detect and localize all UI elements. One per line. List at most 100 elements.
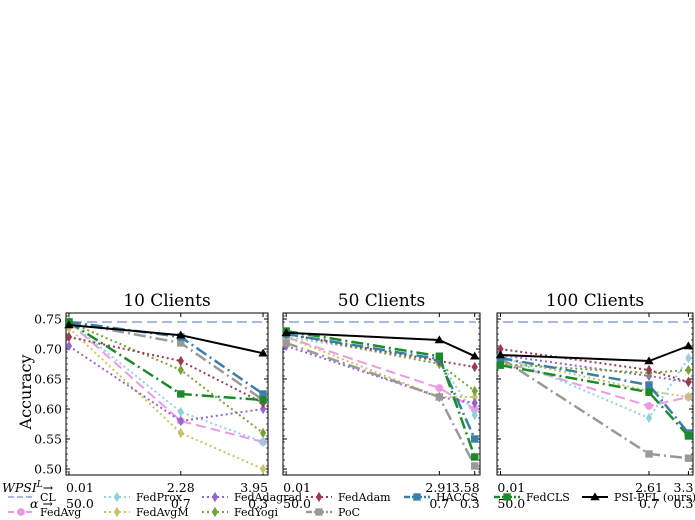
data-point-fedadagrad — [177, 415, 184, 427]
series-line-fedadam — [68, 336, 264, 404]
data-point-fedcls — [496, 361, 505, 369]
series-line-psi-pfl-ours — [500, 345, 689, 362]
legend-marker — [503, 493, 511, 501]
series-line-haccs — [500, 356, 690, 434]
panel-title: 50 Clients — [338, 291, 425, 311]
legend-marker — [211, 506, 219, 518]
legend-item-fedprox: FedProx — [104, 491, 183, 504]
legend-label: FedCLS — [526, 491, 570, 504]
plot-frame — [65, 312, 269, 476]
legend-item-fedadam: FedAdam — [306, 491, 391, 504]
x-tick-label-wpsi: 0.01 — [497, 480, 525, 495]
data-point-fedprox — [471, 409, 478, 421]
wpsi-row-label: WPSIL→ — [2, 480, 54, 495]
wpsi-arrow: → — [43, 480, 54, 495]
data-point-poc — [684, 454, 693, 462]
data-point-fedprox — [177, 406, 184, 418]
data-point-fedyogi — [259, 427, 267, 439]
x-tick-label-alpha: 50.0 — [283, 496, 311, 511]
legend-label: FedAdagrad — [234, 491, 302, 504]
series-line-fedavg — [68, 321, 264, 443]
legend-marker — [315, 508, 323, 516]
data-point-psi-pfl-ours — [469, 351, 480, 360]
y-tick-label: 0.75 — [34, 312, 62, 327]
data-point-fedcls — [259, 396, 267, 404]
legend-item-psi-pfl-ours: PSI-PFL (ours) — [582, 491, 695, 504]
legend-marker — [113, 506, 121, 518]
x-tick-label-wpsi: 0.01 — [66, 480, 94, 495]
panel-title: 100 Clients — [546, 291, 644, 311]
data-point-fedprox — [685, 352, 692, 364]
legend-label: CL — [40, 491, 56, 504]
legend-item-fedavgm: FedAvgM — [104, 506, 189, 519]
x-tick-label-alpha: 0.3 — [248, 496, 268, 511]
data-point-haccs — [471, 435, 479, 443]
data-point-poc — [282, 339, 290, 347]
legend-item-poc: PoC — [306, 506, 360, 519]
data-point-fedadagrad — [471, 397, 478, 409]
y-tick-label: 0.70 — [34, 342, 62, 357]
data-point-psi-pfl-ours — [644, 356, 654, 365]
legend-item-fedadagrad: FedAdagrad — [202, 491, 302, 504]
data-point-fedadam — [685, 376, 692, 388]
data-point-psi-pfl-ours — [64, 320, 74, 329]
legend-item-haccs: HACCS — [404, 491, 478, 504]
data-point-psi-pfl-ours — [281, 328, 291, 337]
legend-label: FedAdam — [338, 491, 391, 504]
x-tick-label-wpsi: 2.91 — [425, 480, 453, 495]
data-point-psi-pfl-ours — [258, 348, 268, 357]
data-point-poc — [645, 450, 653, 458]
legend-marker — [113, 491, 121, 503]
x-tick-label-wpsi: 0.01 — [283, 480, 311, 495]
x-tick-label-alpha: 0.3 — [674, 496, 694, 511]
data-point-fedyogi — [471, 385, 478, 397]
x-tick-label-alpha: 0.7 — [429, 496, 449, 511]
data-point-fedyogi — [685, 364, 692, 376]
legend-marker — [590, 492, 600, 501]
data-point-psi-pfl-ours — [434, 335, 445, 344]
data-point-poc — [471, 462, 479, 470]
data-point-fedprox — [645, 412, 653, 424]
data-point-fedyogi — [177, 364, 184, 376]
wpsi-superscript: L — [36, 480, 43, 490]
data-point-fedadam — [471, 361, 478, 373]
data-point-fedavgm — [259, 463, 267, 475]
legend-label: FedAvgM — [136, 506, 189, 519]
x-tick-label-wpsi: 2.28 — [167, 480, 195, 495]
data-point-fedadam — [645, 364, 653, 376]
legend-marker — [315, 491, 323, 503]
data-point-fedadagrad — [259, 403, 267, 415]
series-line-fedprox — [68, 321, 264, 443]
wpsi-symbol: WPSI — [2, 480, 38, 495]
legend-item-fedcls: FedCLS — [494, 491, 570, 504]
legend-item-cl: CL — [8, 491, 56, 504]
chart-panels: 10 Clients0.500.550.600.650.700.750.0150… — [34, 291, 694, 511]
legend-label: PoC — [338, 506, 360, 519]
x-tick-label-alpha: 0.7 — [171, 496, 191, 511]
y-tick-label: 0.65 — [34, 372, 62, 387]
x-tick-label-wpsi: 2.61 — [635, 480, 663, 495]
series-line-fedyogi — [68, 321, 264, 434]
series-line-poc — [285, 341, 476, 467]
data-point-psi-pfl-ours — [683, 341, 694, 350]
series-line-fedavgm — [68, 327, 264, 470]
data-point-psi-pfl-ours — [176, 330, 186, 339]
legend-label: FedAvg — [40, 506, 81, 519]
data-point-fedprox — [259, 436, 267, 448]
y-tick-label: 0.60 — [34, 402, 62, 417]
data-point-fedavg — [435, 384, 444, 392]
series-line-fedyogi — [500, 363, 689, 374]
panel-title: 10 Clients — [123, 291, 210, 311]
x-tick-label-wpsi: 3.3 — [674, 480, 694, 495]
x-tick-label-alpha: 0.3 — [460, 496, 480, 511]
legend-marker — [17, 508, 25, 516]
legend-item-fedavg: FedAvg — [8, 506, 81, 519]
data-point-fedavg — [645, 402, 653, 410]
data-point-fedavgm — [685, 391, 692, 403]
data-point-fedcls — [177, 390, 185, 398]
legend-marker — [211, 491, 219, 503]
data-point-fedcls — [684, 432, 693, 440]
legend-label: HACCS — [436, 491, 478, 504]
